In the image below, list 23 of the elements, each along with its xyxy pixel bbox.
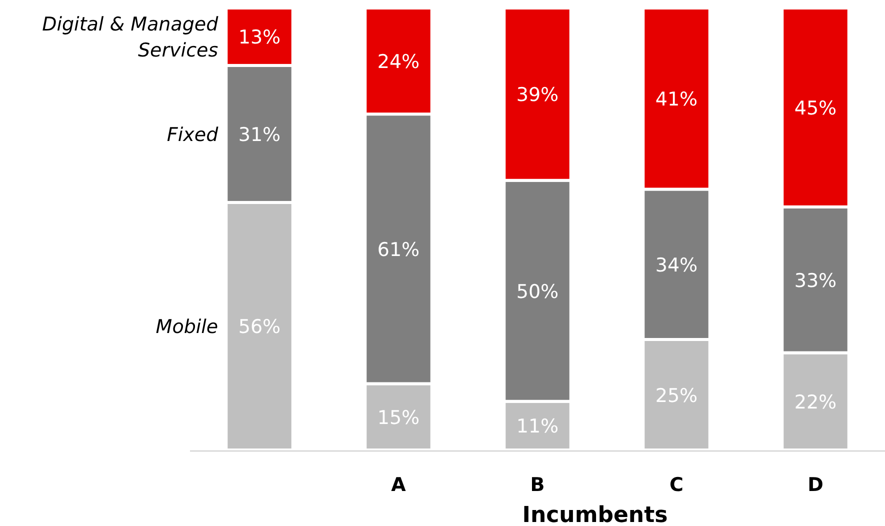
- data-label: 22%: [794, 391, 837, 414]
- x-tick-label: A: [391, 474, 406, 496]
- data-label: 56%: [238, 316, 281, 338]
- x-axis-title: Incumbents: [522, 503, 668, 526]
- data-label: 61%: [377, 238, 420, 261]
- series-label: Digital & Managed Services: [42, 14, 220, 62]
- data-label: 45%: [794, 97, 837, 120]
- x-tick-label: B: [530, 474, 545, 496]
- data-label: 31%: [238, 124, 281, 146]
- data-label: 39%: [516, 84, 559, 106]
- data-label: 11%: [516, 416, 559, 438]
- series-label: Fixed: [166, 124, 220, 146]
- data-label: 24%: [377, 51, 420, 74]
- x-tick-label: C: [670, 474, 684, 496]
- data-label: 13%: [238, 26, 281, 49]
- data-label: 50%: [516, 280, 559, 303]
- data-label: 33%: [794, 270, 837, 292]
- data-label: 25%: [655, 384, 698, 407]
- data-label: 34%: [655, 254, 698, 276]
- data-label: 15%: [377, 406, 420, 429]
- data-label: 41%: [655, 88, 698, 111]
- x-tick-label: D: [808, 474, 824, 496]
- series-label: Mobile: [156, 316, 218, 338]
